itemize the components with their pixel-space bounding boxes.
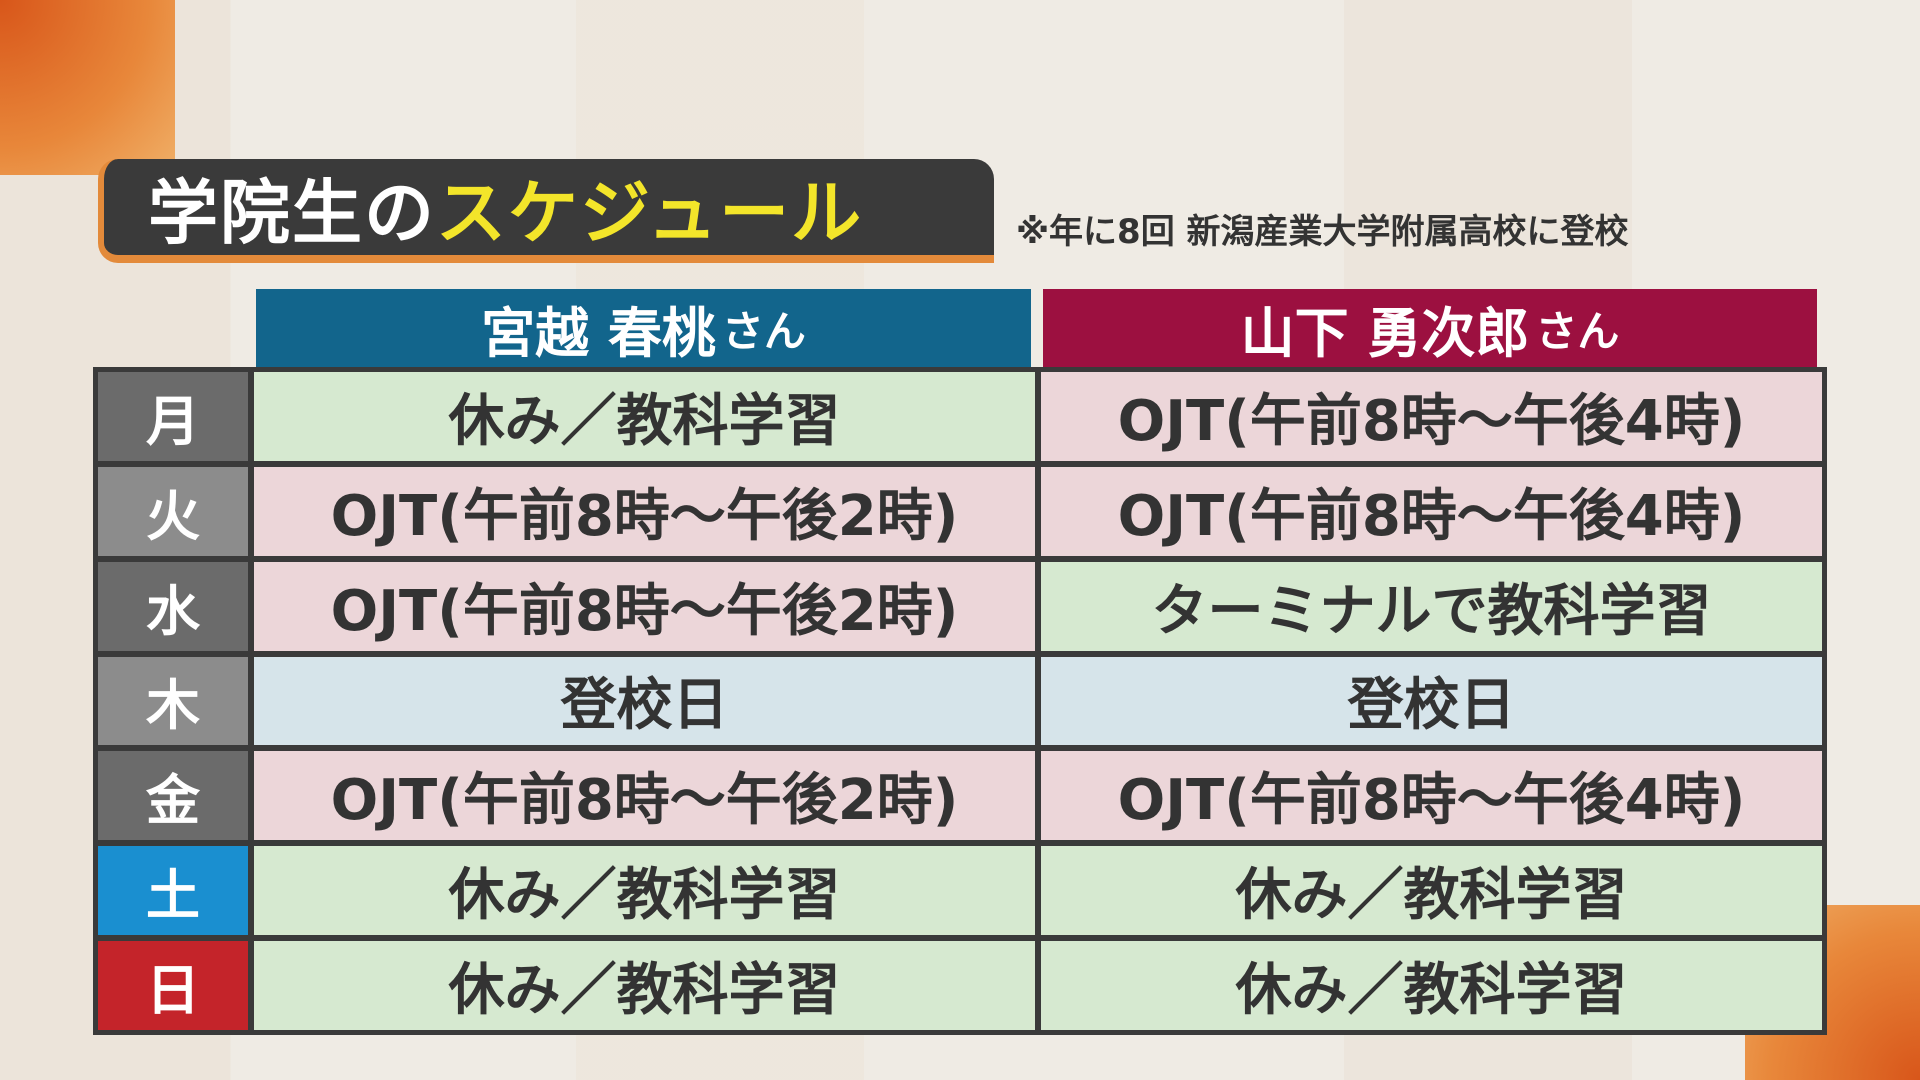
student-name: 山下 勇次郎 bbox=[1240, 301, 1530, 365]
day-label: 木 bbox=[98, 656, 248, 746]
honorific: さん bbox=[1535, 306, 1620, 356]
schedule-cell: 休み／教科学習 bbox=[254, 846, 1035, 936]
day-label: 水 bbox=[98, 561, 248, 651]
schedule-cell: OJT(午前8時〜午後4時) bbox=[1041, 372, 1822, 461]
schedule-table: 月休み／教科学習 OJT(午前8時〜午後4時) 火 OJT(午前8時〜午後2時) OJT… bbox=[93, 367, 1827, 1035]
page-title: 学院生の スケジュール bbox=[98, 159, 994, 263]
title-white: 学院生の bbox=[148, 171, 436, 254]
column-header-1: 宮越 春桃 さん bbox=[256, 289, 1031, 367]
student-name: 宮越 春桃 bbox=[481, 301, 716, 365]
schedule-cell: OJT(午前8時〜午後2時) bbox=[254, 751, 1035, 841]
day-label: 月 bbox=[98, 372, 248, 461]
decorative-corner bbox=[0, 0, 175, 175]
schedule-cell: 休み／教科学習 bbox=[254, 941, 1035, 1030]
title-highlight: スケジュール bbox=[436, 171, 864, 254]
schedule-cell: 休み／教科学習 bbox=[254, 372, 1035, 461]
honorific: さん bbox=[721, 306, 806, 356]
schedule-cell: OJT(午前8時〜午後2時) bbox=[254, 561, 1035, 651]
note: ※年に8回 新潟産業大学附属高校に登校 bbox=[1016, 212, 1629, 252]
schedule-cell: OJT(午前8時〜午後4時) bbox=[1041, 751, 1822, 841]
schedule-cell: 休み／教科学習 bbox=[1041, 846, 1822, 936]
schedule-cell: ターミナルで教科学習 bbox=[1041, 561, 1822, 651]
schedule-cell: 登校日 bbox=[1041, 656, 1822, 746]
column-header-2: 山下 勇次郎 さん bbox=[1043, 289, 1817, 367]
schedule-cell: OJT(午前8時〜午後2時) bbox=[254, 466, 1035, 556]
day-label: 土 bbox=[98, 846, 248, 936]
day-label: 金 bbox=[98, 751, 248, 841]
day-label: 日 bbox=[98, 941, 248, 1030]
schedule-cell: 登校日 bbox=[254, 656, 1035, 746]
schedule-cell: 休み／教科学習 bbox=[1041, 941, 1822, 1030]
schedule-cell: OJT(午前8時〜午後4時) bbox=[1041, 466, 1822, 556]
day-label: 火 bbox=[98, 466, 248, 556]
